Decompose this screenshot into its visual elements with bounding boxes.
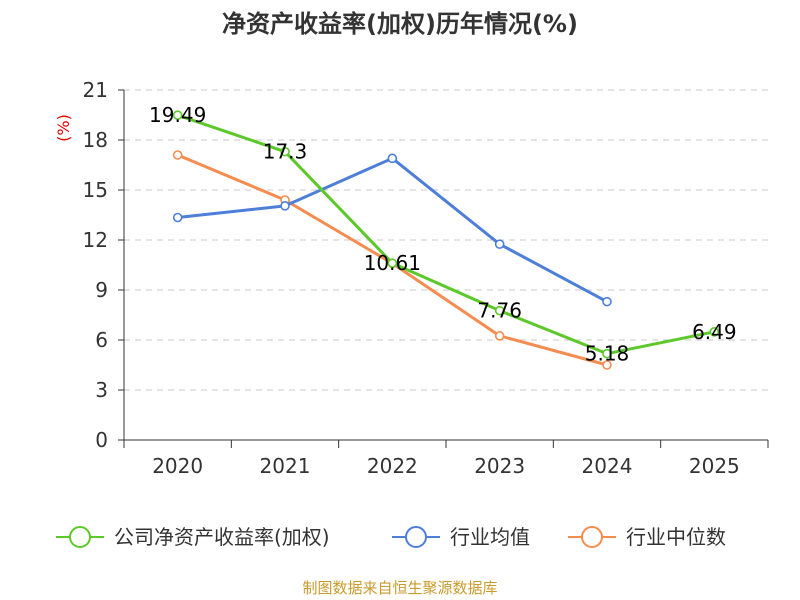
data-label: 5.18 (585, 342, 630, 366)
series-point-2 (172, 150, 183, 160)
y-tick-label: 6 (95, 328, 108, 352)
series-point-0 (602, 348, 612, 359)
legend-label: 行业均值 (450, 525, 530, 549)
axes: 0 3 6 9 12 15 18 21 2020 2021 2022 2023 2024 2025 (83, 78, 769, 478)
x-tick-label: 2021 (260, 454, 311, 478)
legend-label: 行业中位数 (626, 525, 726, 549)
legend: 公司净资产收益率(加权) 行业均值 行业中位数 (56, 525, 726, 549)
series-point-1 (602, 296, 612, 307)
y-tick-label: 21 (83, 78, 108, 102)
legend-label: 公司净资产收益率(加权) (114, 525, 330, 549)
series-point-0 (172, 110, 183, 120)
data-labels: 19.49 17.3 10.61 7.76 5.18 6.49 (149, 103, 737, 366)
source-note: 制图数据来自恒生聚源数据库 (302, 579, 497, 597)
data-label: 10.61 (364, 251, 421, 275)
x-tick-label: 2020 (152, 454, 203, 478)
series-line-0 (177, 113, 715, 356)
data-label: 7.76 (477, 299, 522, 323)
y-tick-label: 9 (95, 278, 108, 302)
series-point-0 (709, 327, 720, 337)
x-tick-label: 2023 (474, 454, 525, 478)
x-tick-label: 2025 (689, 454, 740, 478)
series-point-1 (387, 153, 398, 164)
series (172, 110, 720, 370)
y-tick-label: 12 (83, 228, 108, 252)
y-axis-unit: (%) (54, 114, 73, 142)
legend-swatch-marker (581, 526, 603, 548)
x-tick-label: 2022 (367, 454, 418, 478)
series-point-1 (172, 212, 183, 223)
y-tick-label: 3 (95, 378, 108, 402)
series-point-2 (494, 331, 505, 341)
y-tick-label: 15 (83, 178, 108, 202)
series-line-1 (177, 156, 608, 303)
y-tick-label: 18 (83, 128, 108, 152)
series-point-2 (602, 360, 612, 370)
legend-swatch-marker (405, 526, 427, 548)
legend-swatch-marker (69, 526, 91, 548)
series-point-1 (280, 201, 290, 211)
series-point-0 (280, 146, 290, 157)
data-label: 6.49 (692, 320, 737, 344)
data-label: 19.49 (149, 103, 206, 127)
data-label: 17.3 (263, 140, 308, 164)
series-point-0 (387, 258, 398, 268)
y-tick-label: 0 (95, 428, 108, 452)
series-point-1 (494, 239, 505, 249)
x-tick-label: 2024 (582, 454, 633, 478)
grid (124, 89, 768, 391)
series-point-0 (494, 305, 505, 316)
chart-title: 净资产收益率(加权)历年情况(%) (222, 10, 578, 38)
